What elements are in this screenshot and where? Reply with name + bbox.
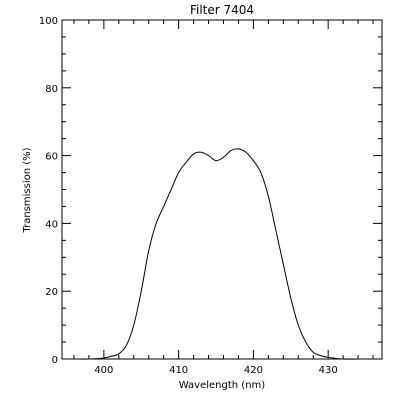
plot-frame (61, 19, 383, 360)
x-tick-label: 430 (319, 365, 338, 376)
y-tick-label: 100 (39, 16, 58, 27)
x-tick-label: 410 (169, 365, 188, 376)
y-axis-label: Transmission (%) (22, 147, 33, 233)
x-tick-label: 420 (244, 365, 263, 376)
y-tick-label: 0 (52, 355, 58, 366)
chart-title: Filter 7404 (190, 3, 254, 17)
series-line (62, 148, 382, 360)
y-tick-label: 80 (45, 84, 58, 95)
y-tick-label: 40 (45, 219, 58, 230)
x-tick-label: 400 (94, 365, 113, 376)
tick-labels: 400 410 420 430 0 20 40 60 80 100 (39, 16, 338, 376)
y-tick-label: 60 (45, 152, 58, 163)
x-axis-label: Wavelength (nm) (179, 380, 265, 391)
axis-ticks (62, 19, 382, 360)
y-tick-label: 20 (45, 287, 58, 298)
